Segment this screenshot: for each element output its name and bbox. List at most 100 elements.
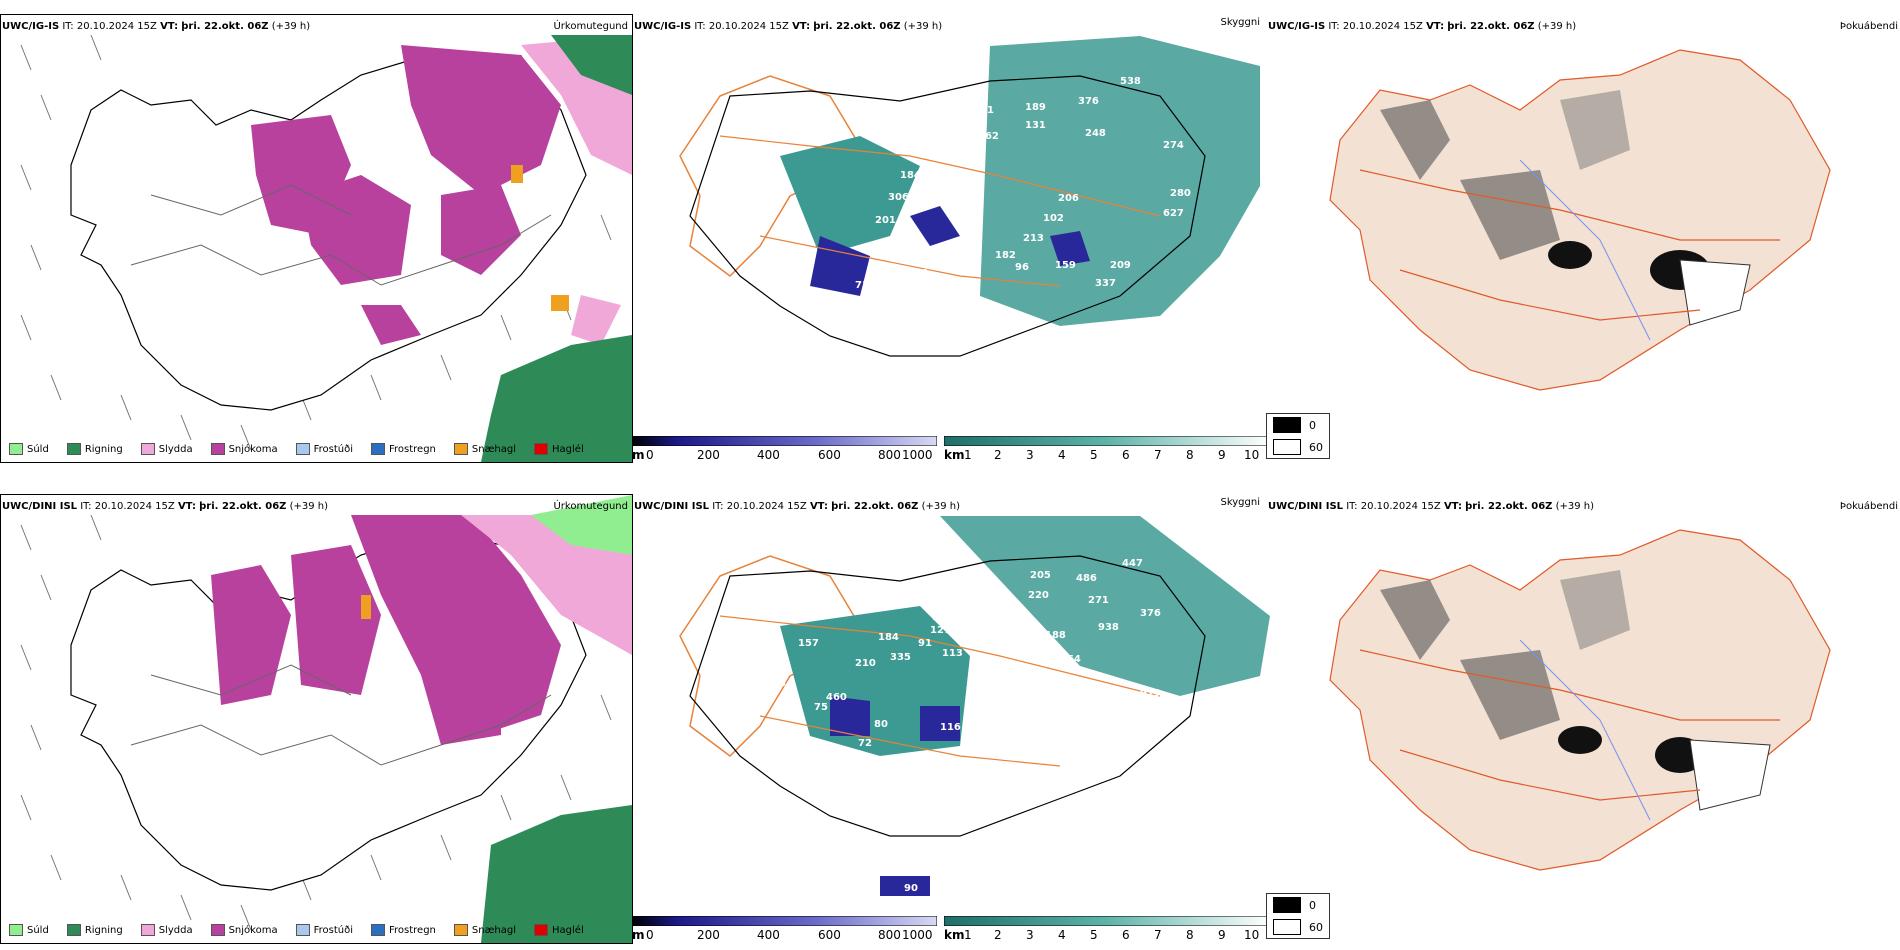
svg-text:92: 92 — [932, 140, 946, 151]
visibility-map-1: 538 376 248 274 280 627 189 131 91 37 13… — [679, 36, 1260, 394]
svg-text:138: 138 — [945, 118, 966, 129]
svg-text:143: 143 — [995, 600, 1016, 611]
svg-text:159: 159 — [1055, 260, 1076, 271]
svg-text:116: 116 — [940, 722, 961, 733]
row-2: Súld Rigning Slydda Snjókoma Frostúði Fr… — [0, 480, 1900, 950]
svg-text:184: 184 — [878, 632, 899, 643]
legend-swatch — [534, 924, 549, 936]
fog-legend-swatch — [1273, 439, 1301, 455]
fog-map-2 — [1329, 529, 1831, 871]
header-precip: UWC/IG-IS IT: 20.10.2024 15Z VT: þri. 22… — [2, 21, 311, 32]
fog-legend-swatch — [1273, 897, 1301, 913]
snow-areas — [211, 515, 561, 745]
header-visibility: UWC/IG-IS IT: 20.10.2024 15Z VT: þri. 22… — [634, 21, 943, 32]
fog-legend-row: 60 — [1267, 436, 1329, 458]
svg-text:113: 113 — [942, 648, 963, 659]
fog-legend-row: 0 — [1267, 894, 1329, 916]
svg-text:117: 117 — [932, 612, 953, 623]
legend-swatch — [66, 924, 81, 936]
precip-legend: Súld Rigning Slydda Snjókoma Frostúði Fr… — [9, 443, 598, 455]
legend-swatch — [210, 443, 225, 455]
legend-item-frostregn: Frostregn — [371, 924, 436, 936]
visibility-colorbar-1: km 1 2 3 4 5 6 7 8 9 10 — [944, 436, 1270, 466]
svg-text:220: 220 — [1028, 590, 1049, 601]
legend-item-frostregn: Frostregn — [371, 443, 436, 455]
legend-item-frostudi: Frostúði — [295, 924, 353, 936]
svg-text:164: 164 — [1060, 654, 1081, 665]
svg-text:176: 176 — [960, 192, 981, 203]
svg-text:209: 209 — [1110, 260, 1131, 271]
legend-swatch — [371, 924, 385, 936]
svg-text:267: 267 — [1020, 706, 1041, 717]
fog-legend-row: 0 — [1267, 414, 1329, 436]
cloud-labels-2: 447 486 271 205 220 376 938 188 164 175 … — [722, 558, 1161, 894]
svg-text:447: 447 — [1122, 558, 1143, 569]
svg-text:113: 113 — [992, 730, 1013, 741]
svg-text:184: 184 — [900, 170, 921, 181]
legend-swatch — [9, 443, 23, 455]
svg-text:175: 175 — [1042, 680, 1063, 691]
legend-swatch — [453, 443, 468, 455]
visibility-unit: km — [944, 928, 965, 942]
fog-legend-swatch — [1273, 919, 1301, 935]
visibility-title: Skyggni — [1220, 17, 1260, 28]
visibility-title: Skyggni — [1220, 497, 1260, 508]
svg-text:106: 106 — [1050, 734, 1071, 745]
svg-text:212: 212 — [1110, 712, 1131, 723]
fog-title: Þokuábendi — [1839, 501, 1898, 512]
svg-text:376: 376 — [1140, 608, 1161, 619]
svg-text:188: 188 — [1045, 630, 1066, 641]
svg-text:280: 280 — [1170, 188, 1191, 199]
svg-text:376: 376 — [1078, 96, 1099, 107]
cloud-base-colorbar-2: m 0 200 400 600 800 1000 — [632, 916, 937, 946]
svg-text:91: 91 — [980, 105, 994, 116]
svg-text:75: 75 — [814, 702, 828, 713]
svg-text:335: 335 — [890, 652, 911, 663]
legend-item-sudl: Súld — [9, 924, 49, 936]
svg-text:201: 201 — [875, 215, 896, 226]
snow-areas — [251, 45, 561, 345]
svg-text:162: 162 — [978, 131, 999, 142]
precip-legend: Súld Rigning Slydda Snjókoma Frostúði Fr… — [9, 924, 598, 936]
svg-text:129: 129 — [932, 378, 953, 389]
svg-text:205: 205 — [1030, 570, 1051, 581]
row-1: Súld Rigning Slydda Snjókoma Frostúði Fr… — [0, 14, 1898, 466]
legend-item-snjokoma: Snjókoma — [210, 443, 278, 455]
legend-swatch — [140, 924, 155, 936]
svg-text:71: 71 — [855, 280, 869, 291]
svg-text:460: 460 — [826, 692, 847, 703]
svg-text:37: 37 — [935, 112, 949, 123]
svg-text:189: 189 — [1025, 102, 1046, 113]
precip-title: Úrkomutegund — [553, 501, 628, 512]
svg-text:70: 70 — [873, 262, 887, 273]
svg-text:271: 271 — [1088, 595, 1109, 606]
precip-title: Úrkomutegund — [553, 21, 628, 32]
svg-text:486: 486 — [1076, 573, 1097, 584]
fog-legend-1: 0 60 — [1266, 413, 1330, 459]
legend-item-sudl: Súld — [9, 443, 49, 455]
svg-text:206: 206 — [1058, 193, 1079, 204]
svg-text:198: 198 — [1115, 733, 1136, 744]
svg-text:80: 80 — [874, 719, 888, 730]
svg-text:102: 102 — [1043, 213, 1064, 224]
svg-text:115: 115 — [930, 168, 951, 179]
svg-text:127: 127 — [930, 625, 951, 636]
legend-item-snaehagl: Snæhagl — [453, 924, 516, 936]
svg-text:157: 157 — [798, 638, 819, 649]
legend-item-slydda: Slydda — [140, 924, 193, 936]
svg-text:98: 98 — [772, 678, 786, 689]
legend-item-haglel: Haglél — [534, 443, 584, 455]
cloud-base-unit: m — [632, 448, 645, 462]
svg-text:113: 113 — [938, 242, 959, 253]
legend-swatch — [210, 924, 225, 936]
svg-text:274: 274 — [1163, 140, 1184, 151]
svg-text:90: 90 — [904, 883, 918, 894]
svg-text:210: 210 — [855, 658, 876, 669]
legend-item-slydda: Slydda — [140, 443, 193, 455]
header-fog: UWC/DINI ISL IT: 20.10.2024 15Z VT: þri.… — [1268, 501, 1595, 512]
svg-text:627: 627 — [1163, 208, 1184, 219]
visibility-unit: km — [944, 448, 965, 462]
legend-item-snaehagl: Snæhagl — [453, 443, 516, 455]
fog-legend-swatch — [1273, 417, 1301, 433]
legend-swatch — [140, 443, 155, 455]
